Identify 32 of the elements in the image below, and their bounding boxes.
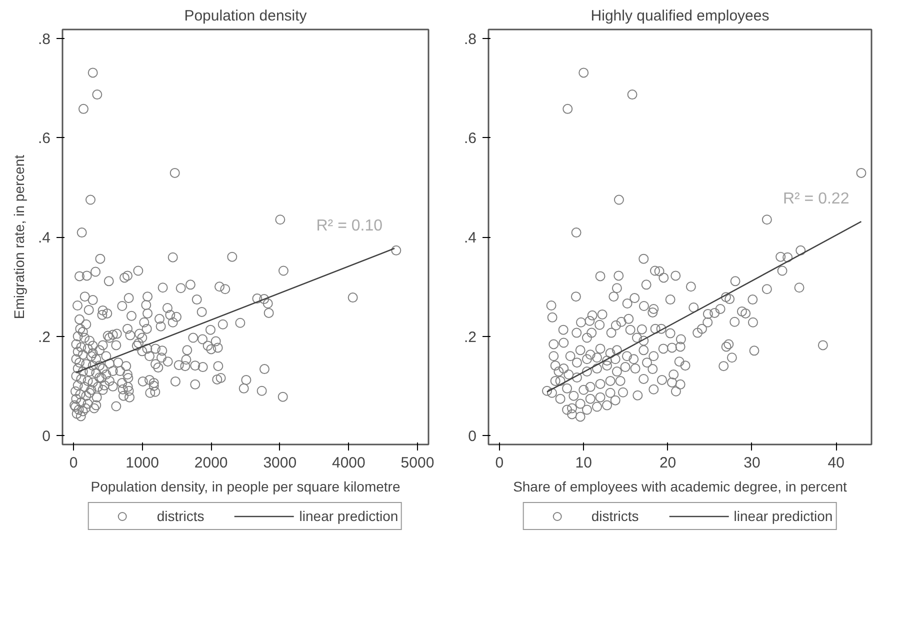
x-axis-title: Share of employees with academic degree, in percent xyxy=(513,478,848,494)
y-tick-label: .4 xyxy=(464,230,477,246)
x-tick-label: 2000 xyxy=(194,454,228,472)
y-tick-label: .4 xyxy=(38,230,51,246)
y-tick-label: .2 xyxy=(38,328,51,346)
y-tick-label: .6 xyxy=(464,130,477,148)
x-tick-label: 1000 xyxy=(126,454,159,472)
legend-label: linear prediction xyxy=(299,508,398,524)
x-tick-label: 40 xyxy=(828,454,844,472)
chart-title: Population density xyxy=(184,8,308,24)
x-tick-label: 0 xyxy=(69,454,78,472)
y-tick-label: .2 xyxy=(464,328,477,346)
x-tick-label: 10 xyxy=(575,454,592,472)
y-axis-title: Emigration rate, in percent xyxy=(10,154,27,320)
x-tick-label: 30 xyxy=(744,454,760,472)
legend-label: linear prediction xyxy=(734,508,833,524)
legend-label: districts xyxy=(591,508,639,524)
y-tick-label: .8 xyxy=(464,30,477,48)
annotation: R² = 0.22 xyxy=(782,190,850,208)
y-tick-label: .6 xyxy=(38,130,51,148)
x-tick-label: 0 xyxy=(495,454,504,472)
x-tick-label: 3000 xyxy=(263,454,297,472)
y-tick-label: 0 xyxy=(42,428,50,446)
y-tick-label: .8 xyxy=(38,30,51,48)
x-axis-title: Population density, in people per square kilometre xyxy=(90,478,400,494)
annotation: R² = 0.10 xyxy=(316,217,383,234)
x-tick-label: 4000 xyxy=(332,454,366,472)
x-tick-label: 5000 xyxy=(400,454,434,472)
chart-title: Highly qualified employees xyxy=(590,8,770,24)
legend-label: districts xyxy=(156,508,204,524)
y-tick-label: 0 xyxy=(468,428,476,446)
x-tick-label: 20 xyxy=(659,454,676,472)
